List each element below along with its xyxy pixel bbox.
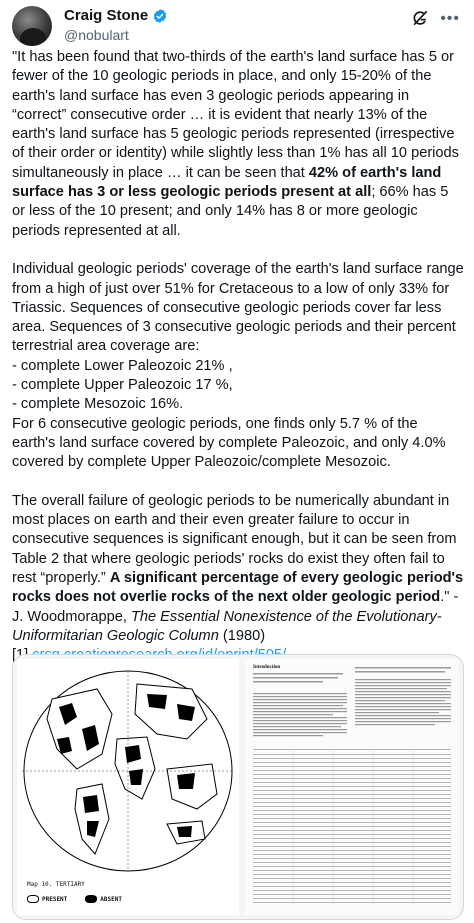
avatar[interactable]	[12, 6, 52, 46]
paragraph1-text-end: ; 66% has 5 or less of the 10 present; a…	[12, 184, 453, 239]
legend-absent: ABSENT	[85, 895, 122, 903]
tweet-text: "It has been found that two-thirds of th…	[12, 48, 464, 666]
paragraph3-text-mid: ." - J. Woodmorappe,	[12, 589, 463, 625]
world-map-graphic	[17, 659, 239, 879]
paragraph3-bold: A significant percentage of every geolog…	[12, 570, 468, 606]
tweet-media-image[interactable]: Map 10. TERTIARY PRESENT ABSENT Introduc…	[12, 654, 464, 920]
document-page-image: Introduction	[245, 659, 459, 915]
paragraph1-bold: 42% of earth's land surface has 3 or les…	[12, 164, 446, 201]
paragraph3-text: The overall failure of geologic periods …	[12, 492, 461, 587]
document-text-graphic	[253, 667, 451, 905]
paragraph1-text: "It has been found that two-thirds of th…	[12, 49, 464, 181]
paragraph2-text: Individual geologic periods' coverage of…	[12, 261, 464, 471]
grok-icon[interactable]	[410, 8, 430, 28]
map-caption: Map 10. TERTIARY	[27, 881, 85, 888]
geologic-map-image: Map 10. TERTIARY PRESENT ABSENT	[17, 659, 239, 915]
more-options-icon[interactable]: •••	[440, 10, 460, 27]
paragraph3-text-end: (1980)	[218, 627, 266, 644]
map-legend: PRESENT ABSENT	[27, 895, 122, 903]
author-name[interactable]: Craig Stone	[64, 7, 149, 24]
verified-badge-icon	[153, 8, 167, 23]
doc-heading: Introduction	[253, 665, 281, 670]
tweet-header: Craig Stone @nobulart •••	[12, 6, 462, 46]
author-handle[interactable]: @nobulart	[64, 27, 129, 43]
legend-present: PRESENT	[27, 895, 67, 903]
book-title: The Essential Nonexistence of the Evolut…	[12, 608, 442, 644]
author-name-row: Craig Stone	[64, 7, 168, 24]
